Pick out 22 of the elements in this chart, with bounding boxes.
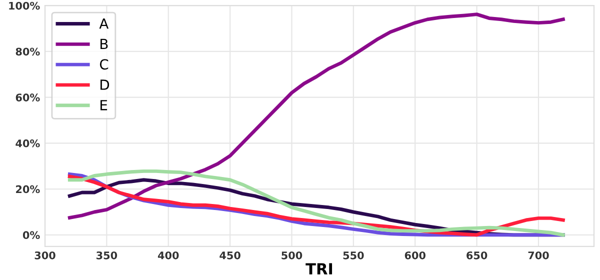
y-tick-label: 60% [16, 94, 40, 102]
legend-label: E [100, 100, 108, 110]
legend-label: B [100, 38, 108, 50]
y-tick-label: 100% [9, 2, 40, 10]
x-axis-title: TRI [306, 263, 332, 274]
y-tick-label: 20% [16, 185, 40, 194]
legend-label: A [99, 18, 109, 29]
x-tick-label: 700 [528, 251, 549, 260]
x-tick-label: 600 [404, 251, 426, 260]
y-tick-label: 40% [16, 139, 40, 148]
legend-label: D [100, 80, 110, 90]
y-tick-label: 0% [22, 231, 40, 240]
x-tick-label: 500 [282, 251, 302, 260]
x-tick-label: 300 [34, 251, 56, 260]
x-tick-label: 400 [158, 251, 179, 260]
x-tick-label: 650 [466, 251, 488, 260]
x-tick-label: 450 [220, 251, 240, 260]
x-tick-label: 550 [343, 251, 364, 260]
x-tick-label: 350 [96, 251, 118, 260]
y-tick-label: 80% [16, 48, 40, 56]
line-series [68, 12, 565, 220]
legend-label: C [100, 59, 108, 70]
